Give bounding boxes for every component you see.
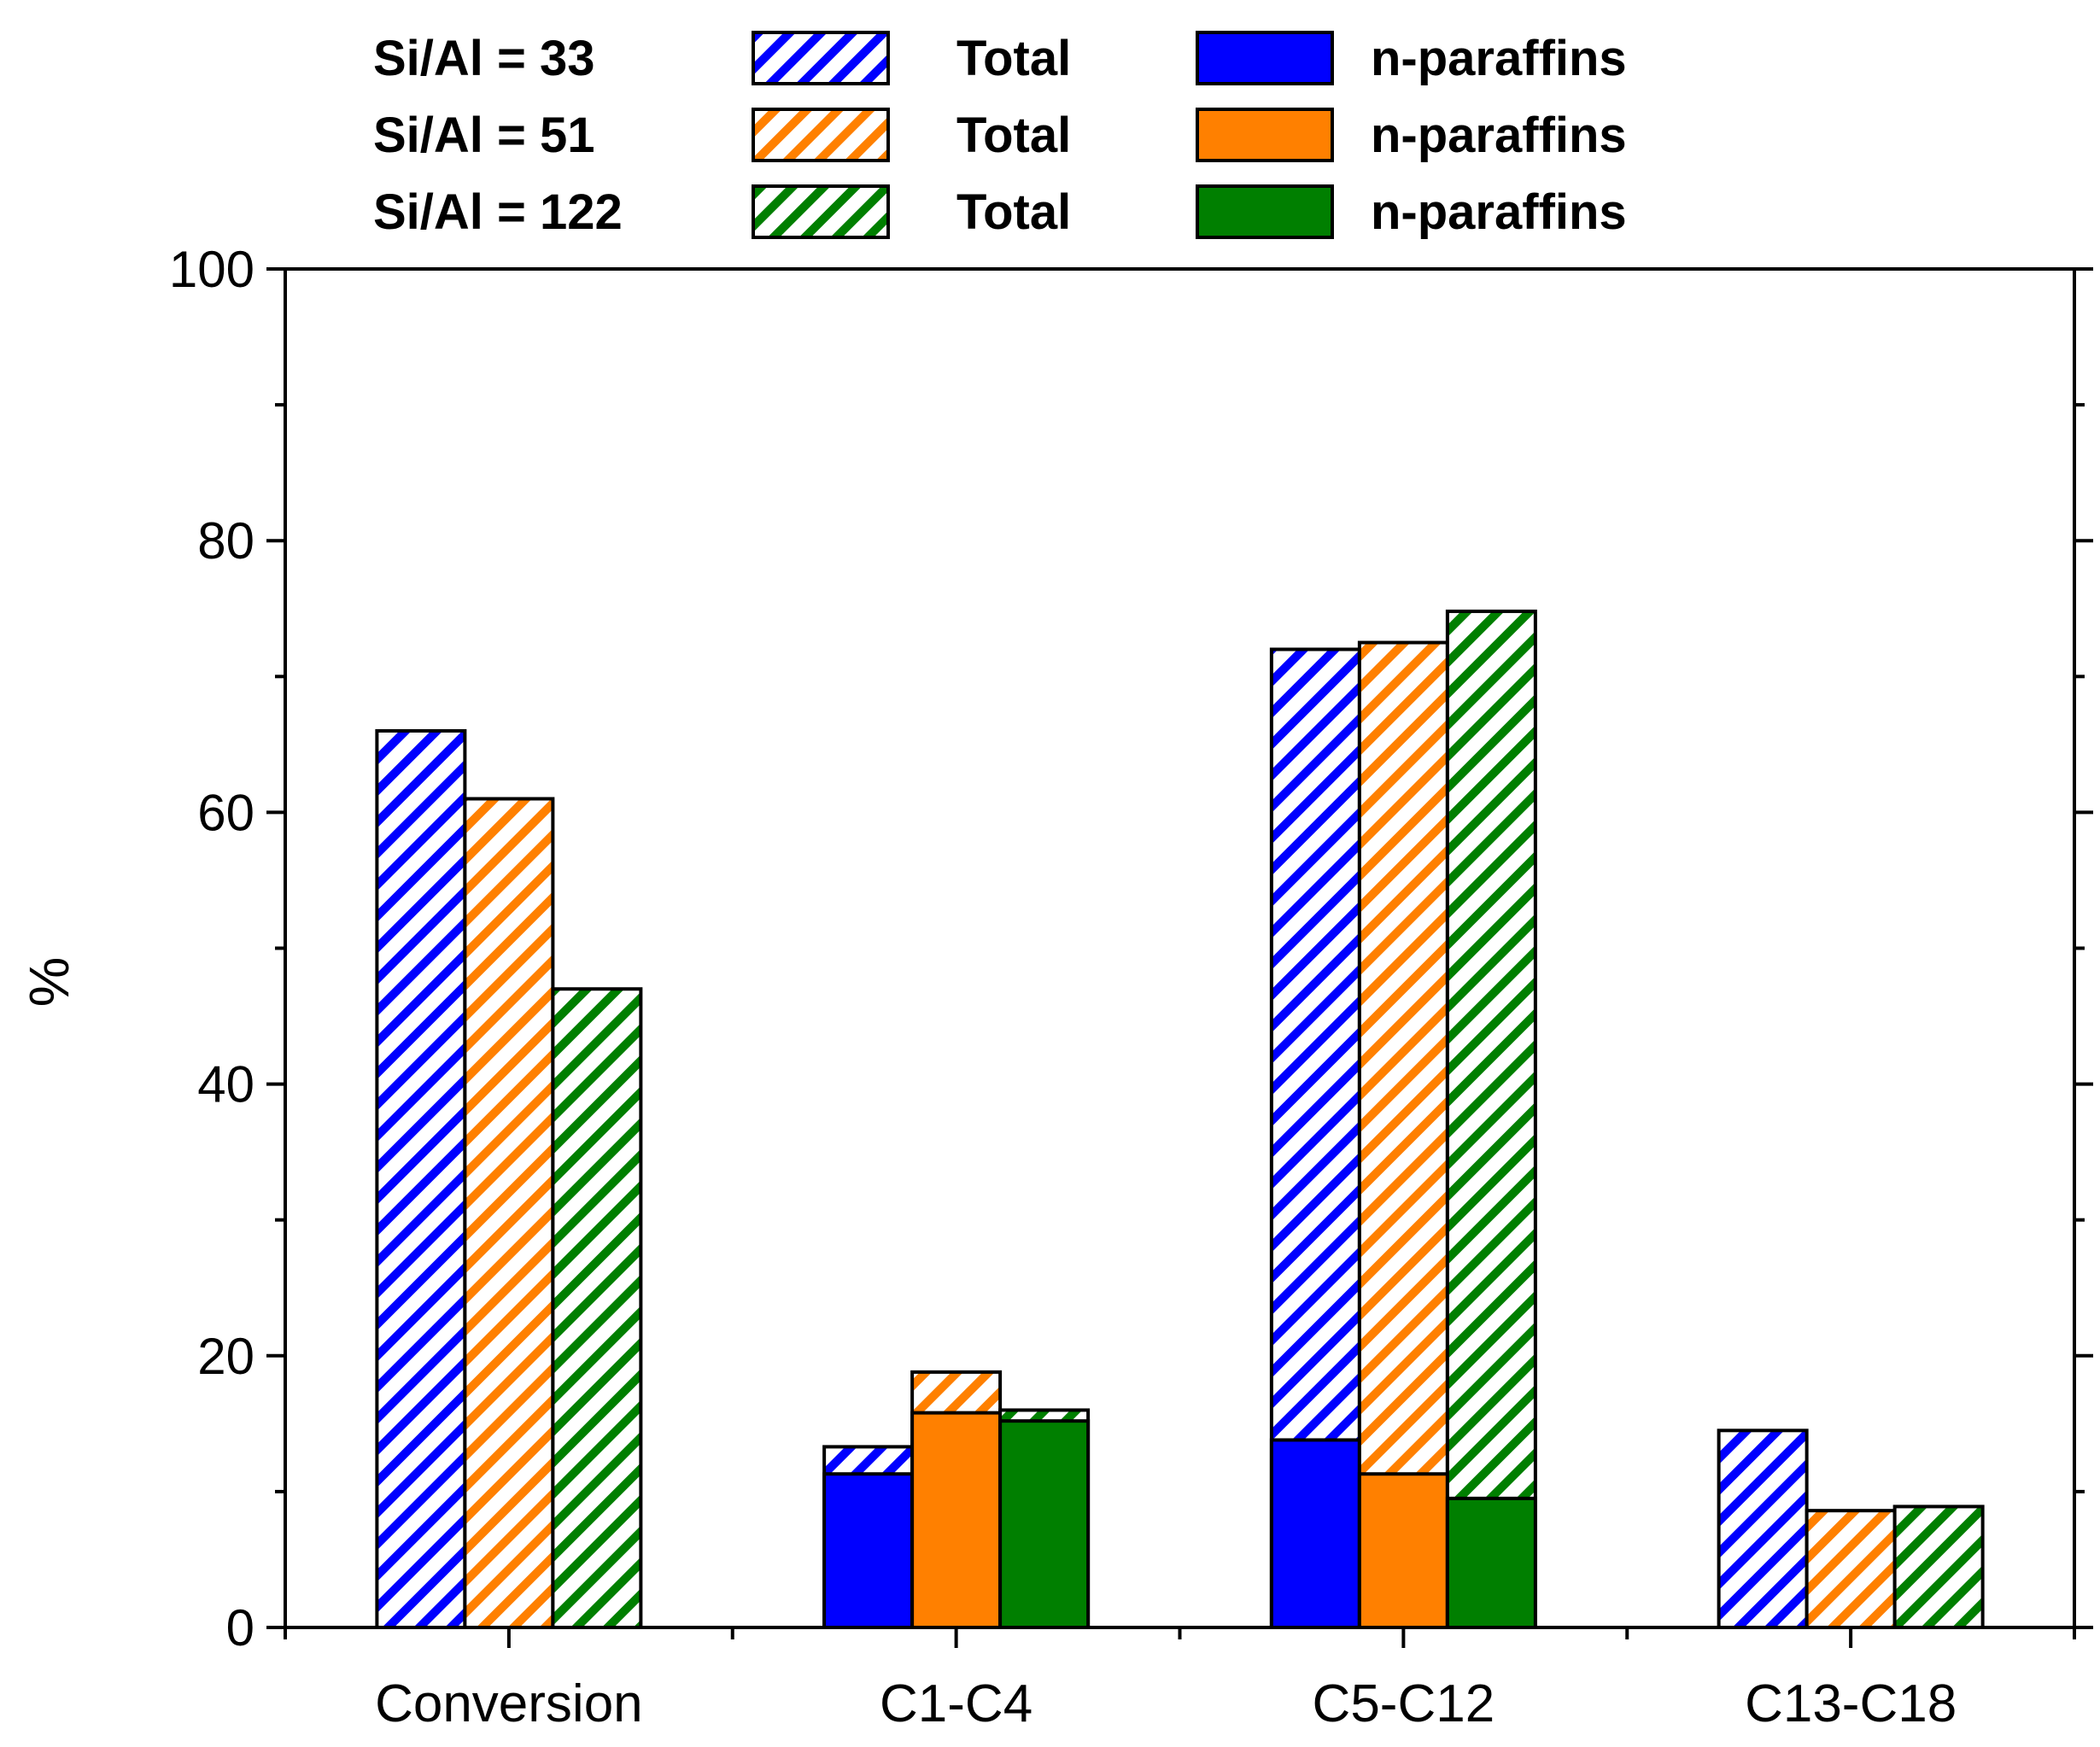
- y-tick-label: 40: [197, 1056, 254, 1113]
- legend-series-name: Si/Al = 122: [373, 184, 623, 240]
- x-tick-label-conversion: Conversion: [375, 1674, 643, 1733]
- y-tick-label: 80: [197, 512, 254, 570]
- legend-series-name: Si/Al = 33: [373, 31, 595, 86]
- y-tick-label: 0: [226, 1599, 254, 1656]
- legend-swatch-total: [752, 31, 890, 85]
- legend-swatch-total: [752, 108, 890, 162]
- legend-label-total: Total: [956, 108, 1071, 163]
- y-tick-label: 60: [197, 784, 254, 841]
- legend-label-total: Total: [956, 31, 1071, 86]
- legend-label-total: Total: [956, 184, 1071, 240]
- y-tick-label: 20: [197, 1328, 254, 1385]
- bar-nparaffins-c5-c12-series-1: [1269, 1438, 1361, 1630]
- legend-label-nparaffins: n-paraffins: [1371, 108, 1627, 163]
- legend-label-nparaffins: n-paraffins: [1371, 31, 1627, 86]
- x-tick-label-c1-c4: C1-C4: [880, 1674, 1032, 1733]
- y-axis-title: %: [17, 957, 80, 1008]
- bars-group: [375, 609, 1985, 1630]
- legend-series-name: Si/Al = 51: [373, 108, 595, 163]
- bar-total-c5-c12-series-3: [1445, 609, 1537, 1629]
- x-tick-label-c13-c18: C13-C18: [1745, 1674, 1957, 1733]
- bar-total-conversion-series-3: [551, 987, 643, 1629]
- bar-total-c13-c18-series-1: [1717, 1429, 1809, 1630]
- bar-nparaffins-c5-c12-series-2: [1357, 1472, 1449, 1630]
- bar-nparaffins-c1-c4-series-2: [910, 1411, 1003, 1629]
- legend-swatch-nparaffins: [1196, 31, 1334, 85]
- bar-nparaffins-c1-c4-series-1: [822, 1472, 915, 1630]
- bar-total-c13-c18-series-3: [1892, 1505, 1985, 1629]
- bar-nparaffins-c5-c12-series-3: [1445, 1496, 1537, 1629]
- legend-label-nparaffins: n-paraffins: [1371, 184, 1627, 240]
- bar-total-conversion-series-2: [463, 797, 555, 1629]
- x-tick-label-c5-c12: C5-C12: [1313, 1674, 1495, 1733]
- legend-swatch-nparaffins: [1196, 184, 1334, 239]
- bar-nparaffins-c1-c4-series-3: [998, 1419, 1091, 1629]
- legend: Si/Al = 33 Total n-paraffins Si/Al = 51 Tota…: [373, 31, 1627, 240]
- axes-group: 0 20 40 60 80 100 Conversion C1-C4 C5-C12 C13-C18: [169, 241, 2093, 1733]
- legend-swatch-nparaffins: [1196, 108, 1334, 162]
- bar-total-conversion-series-1: [375, 728, 467, 1630]
- y-tick-label: 100: [169, 241, 254, 298]
- bar-total-c13-c18-series-2: [1805, 1509, 1897, 1629]
- legend-swatch-total: [752, 184, 890, 239]
